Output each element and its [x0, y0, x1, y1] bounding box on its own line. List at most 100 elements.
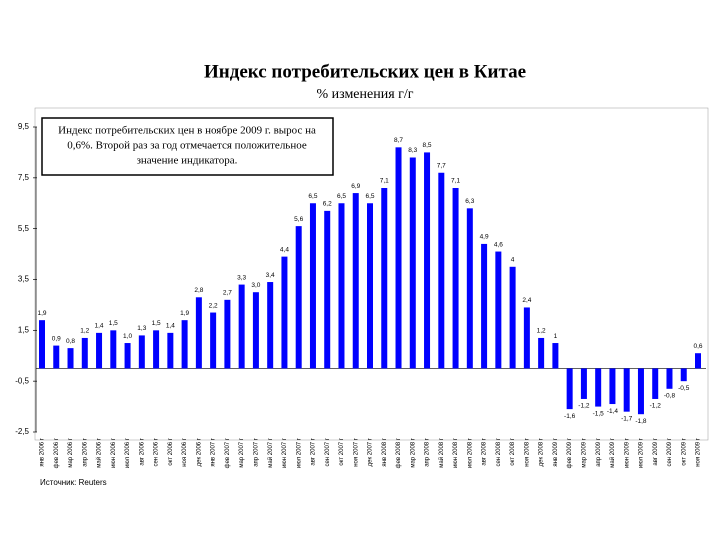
- bar: [466, 208, 473, 369]
- x-tick-label: фев 2006 г: [54, 437, 60, 468]
- y-tick-label: -2,5: [15, 427, 29, 436]
- x-tick-label: июн 2008 г: [453, 437, 459, 468]
- data-label: 0,6: [693, 343, 702, 350]
- data-label: 3,0: [251, 282, 260, 289]
- data-label: 8,7: [394, 137, 403, 144]
- x-tick-label: янв 2009 г: [553, 437, 559, 466]
- x-tick-label: окт 2006 г: [168, 437, 174, 465]
- data-label: 3,4: [266, 272, 275, 279]
- bar: [210, 312, 217, 369]
- bar: [381, 188, 388, 369]
- x-tick-label: мар 2009 г: [581, 437, 587, 467]
- data-label: 6,5: [337, 193, 346, 200]
- data-label: 6,9: [351, 183, 360, 190]
- data-label: 1,4: [95, 323, 104, 330]
- x-tick-label: янв 2006 г: [40, 437, 46, 466]
- x-tick-label: авг 2009 г: [653, 437, 659, 465]
- annotation-line: Индекс потребительских цен в ноябре 2009…: [58, 125, 316, 137]
- bar: [309, 203, 316, 369]
- x-tick-label: мар 2007 г: [239, 437, 245, 467]
- x-tick-label: июл 2008 г: [467, 437, 473, 468]
- bar: [552, 343, 559, 369]
- data-label: -1,2: [578, 403, 590, 410]
- bar: [623, 368, 630, 412]
- bar: [281, 256, 288, 369]
- bar: [295, 226, 302, 369]
- data-label: 2,2: [209, 302, 218, 309]
- x-tick-label: май 2008 г: [438, 437, 445, 467]
- x-tick-label: ноя 2008 г: [524, 437, 530, 467]
- bar: [67, 348, 74, 369]
- bar: [566, 368, 573, 410]
- data-label: -1,6: [564, 413, 576, 420]
- x-tick-label: авг 2006 г: [139, 437, 145, 465]
- bar: [167, 332, 174, 369]
- data-label: 2,7: [223, 290, 232, 297]
- bar: [53, 345, 60, 369]
- y-tick-label: 3,5: [18, 275, 30, 284]
- data-label: 4: [511, 257, 515, 264]
- annotation-line: 0,6%. Второй раз за год отмечается полож…: [67, 140, 307, 152]
- data-label: 2,8: [194, 287, 203, 294]
- data-label: 1,4: [166, 323, 175, 330]
- data-label: 5,6: [294, 216, 303, 223]
- x-tick-label: ноя 2006 г: [182, 437, 188, 467]
- x-tick-label: апр 2009 г: [596, 437, 602, 467]
- data-label: 1,5: [109, 320, 118, 327]
- data-label: 0,8: [66, 338, 75, 345]
- x-tick-label: фев 2008 г: [396, 437, 402, 468]
- x-tick-label: сен 2009 г: [667, 437, 673, 466]
- bar: [238, 284, 245, 369]
- y-tick-label: -0,5: [15, 376, 29, 385]
- x-tick-label: окт 2009 г: [681, 437, 687, 465]
- data-label: -1,5: [593, 410, 605, 417]
- chart-subtitle: % изменения г/г: [316, 87, 413, 102]
- source: Источник: Reuters: [40, 478, 107, 487]
- data-label: -1,8: [635, 418, 647, 425]
- data-label: 8,3: [408, 147, 417, 154]
- bar: [195, 297, 202, 369]
- x-tick-label: июн 2006 г: [111, 437, 117, 468]
- x-tick-label: окт 2007 г: [339, 437, 345, 465]
- bar: [595, 368, 602, 407]
- y-tick-label: 5,5: [18, 224, 30, 233]
- x-tick-label: июл 2007 г: [296, 437, 302, 468]
- x-tick-label: июл 2009 г: [639, 437, 645, 468]
- y-tick-label: 7,5: [18, 173, 30, 182]
- data-label: 2,4: [522, 297, 531, 304]
- bar: [609, 368, 616, 405]
- bar: [666, 368, 673, 389]
- bar: [324, 210, 331, 369]
- bar: [153, 330, 160, 369]
- x-tick-label: янв 2007 г: [211, 437, 217, 466]
- x-tick-label: фев 2009 г: [567, 437, 573, 468]
- x-tick-label: апр 2007 г: [253, 437, 259, 467]
- data-label: 0,9: [52, 335, 61, 342]
- bar: [409, 157, 416, 369]
- data-label: 6,5: [365, 193, 374, 200]
- bar: [367, 203, 373, 369]
- x-tick-label: янв 2008 г: [382, 437, 388, 466]
- x-tick-label: мар 2008 г: [410, 437, 416, 467]
- data-label: 4,4: [280, 246, 289, 253]
- data-label: 1,2: [80, 328, 89, 335]
- bar: [538, 337, 545, 369]
- x-tick-label: авг 2007 г: [311, 437, 317, 465]
- bar: [252, 292, 259, 369]
- data-label: 6,5: [308, 193, 317, 200]
- bar: [224, 299, 231, 369]
- data-label: 7,7: [437, 162, 446, 169]
- data-label: 1,3: [137, 325, 146, 332]
- bar: [424, 152, 431, 369]
- bar: [438, 172, 445, 369]
- data-label: 7,1: [380, 178, 389, 185]
- x-tick-label: ноя 2007 г: [353, 437, 359, 467]
- x-tick-label: ноя 2009 г: [696, 437, 702, 467]
- x-tick-label: дек 2007 г: [368, 437, 374, 466]
- bar: [452, 188, 459, 369]
- data-label: 1,9: [37, 310, 46, 317]
- data-label: 1,9: [180, 310, 189, 317]
- data-label: 6,2: [323, 201, 332, 208]
- bar: [680, 368, 687, 382]
- x-tick-label: май 2009 г: [609, 437, 616, 467]
